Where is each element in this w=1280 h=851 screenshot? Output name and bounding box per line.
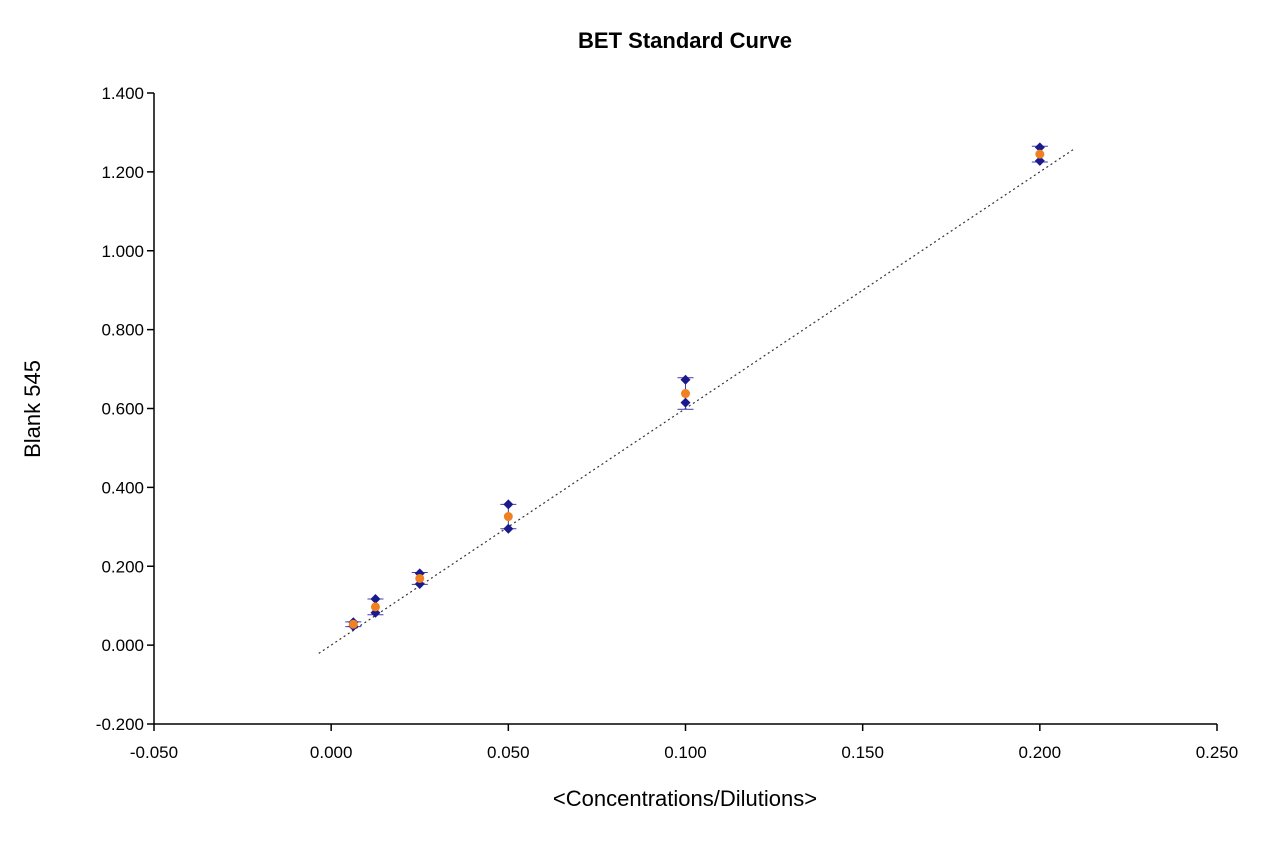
y-tick-label: 1.400 <box>101 84 144 103</box>
replicate-point <box>503 499 514 510</box>
x-tick-label: 0.250 <box>1196 743 1239 762</box>
trendline-group <box>318 148 1074 654</box>
x-axis-label: <Concentrations/Dilutions> <box>553 786 817 811</box>
x-tick-label: 0.000 <box>310 743 353 762</box>
y-tick-label: 0.600 <box>101 400 144 419</box>
x-tick-label: 0.200 <box>1019 743 1062 762</box>
x-tick-label: 0.100 <box>664 743 707 762</box>
mean-point <box>348 619 358 629</box>
replicate-point <box>680 397 691 408</box>
ticks: -0.050 0.000 0.050 0.100 0.150 0.200 0.250 -0.2… <box>96 84 1238 762</box>
replicate-point <box>503 523 514 534</box>
x-tick-label: 0.050 <box>487 743 530 762</box>
mean-point <box>415 573 425 583</box>
x-tick-label: 0.150 <box>841 743 884 762</box>
y-tick-label: 0.200 <box>101 557 144 576</box>
mean-point <box>503 512 513 522</box>
chart-title: BET Standard Curve <box>578 28 792 53</box>
mean-point <box>370 602 380 612</box>
mean-point <box>1035 149 1045 159</box>
y-tick-label: 1.000 <box>101 242 144 261</box>
replicate-point <box>1034 142 1045 153</box>
y-tick-label: 0.400 <box>101 478 144 497</box>
trendline <box>318 148 1074 654</box>
y-tick-label: -0.200 <box>96 715 144 734</box>
data-points <box>348 142 1045 632</box>
replicate-point <box>680 374 691 385</box>
y-tick-label: 0.800 <box>101 321 144 340</box>
y-tick-label: 1.200 <box>101 163 144 182</box>
replicate-point <box>1034 155 1045 166</box>
mean-point <box>681 389 690 399</box>
y-tick-label: 0.000 <box>101 636 144 655</box>
y-axis-label: Blank 545 <box>20 360 45 458</box>
x-tick-label: -0.050 <box>130 743 178 762</box>
error-bars <box>345 145 1048 628</box>
replicate-point <box>370 593 381 604</box>
